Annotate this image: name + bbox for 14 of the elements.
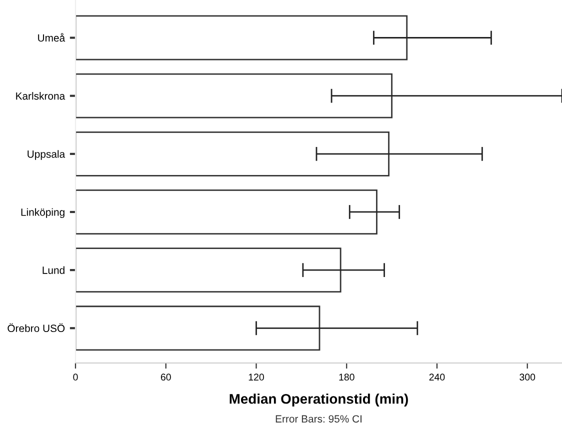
y-tick-label: Örebro USÖ bbox=[8, 323, 65, 332]
y-tick-label: Umeå bbox=[38, 33, 66, 42]
x-axis-title: Median Operationstid (min) bbox=[230, 394, 408, 407]
y-tick-label: Lund bbox=[42, 266, 64, 274]
x-tick-label: 0 bbox=[73, 374, 78, 381]
x-tick-label: 120 bbox=[248, 374, 264, 381]
y-tick-label: Linköping bbox=[21, 208, 64, 218]
x-tick-label: 180 bbox=[339, 374, 354, 381]
y-tick-label: Uppsala bbox=[28, 150, 66, 160]
x-tick-label: 60 bbox=[160, 374, 171, 381]
x-tick-label: 300 bbox=[520, 374, 536, 381]
text: Error Bars: 95% CI bbox=[276, 415, 362, 423]
y-tick-label: Karlskrona bbox=[16, 92, 66, 100]
x-tick-label: 240 bbox=[429, 374, 445, 381]
